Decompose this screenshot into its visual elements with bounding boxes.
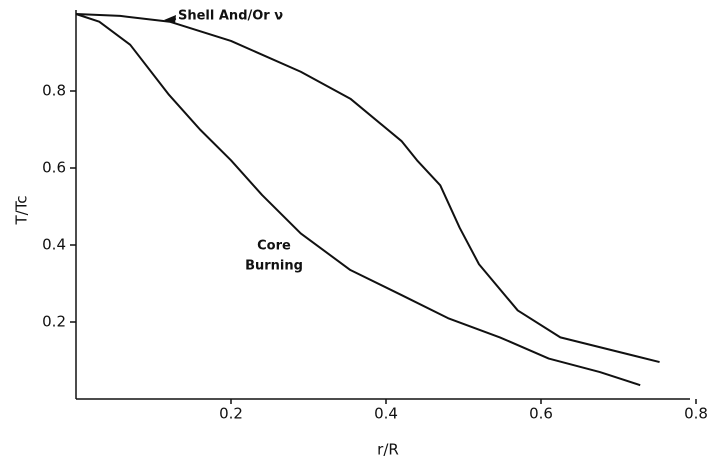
y-axis-label: T/Tc — [13, 195, 31, 225]
y-tick-label: 0.2 — [42, 313, 66, 331]
x-tick-label: 0.4 — [374, 405, 398, 423]
y-tick-label: 0.6 — [42, 159, 66, 177]
curve — [75, 13, 660, 364]
x-tick-label: 0.8 — [684, 405, 708, 423]
curve — [75, 13, 641, 387]
y-tick-label: 0.8 — [42, 82, 66, 100]
annotation: Burning — [245, 259, 303, 274]
x-axis-label: r/R — [377, 441, 399, 459]
y-tick-label: 0.4 — [42, 236, 66, 254]
annotation: Core — [257, 239, 291, 254]
x-tick-label: 0.2 — [219, 405, 243, 423]
annotation: Shell And/Or ν — [178, 9, 283, 24]
x-tick-label: 0.6 — [529, 405, 553, 423]
